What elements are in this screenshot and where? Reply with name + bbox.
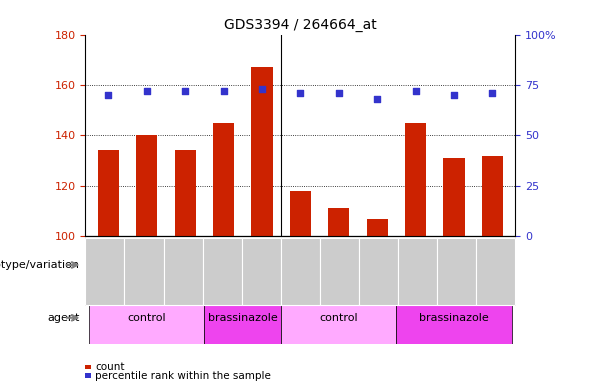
Point <box>219 88 229 94</box>
FancyBboxPatch shape <box>90 292 204 344</box>
Point <box>334 90 343 96</box>
Point <box>372 96 382 102</box>
Bar <box>444 158 465 236</box>
Bar <box>482 156 503 236</box>
Text: arf2 mutant: arf2 mutant <box>152 260 219 270</box>
Text: brassinazole: brassinazole <box>419 313 489 323</box>
Point <box>449 92 459 98</box>
Text: brassinazole: brassinazole <box>208 313 277 323</box>
Text: control: control <box>127 313 166 323</box>
Point <box>411 88 421 94</box>
Bar <box>252 67 273 236</box>
FancyBboxPatch shape <box>281 240 511 290</box>
Title: GDS3394 / 264664_at: GDS3394 / 264664_at <box>224 18 377 32</box>
Point <box>296 90 305 96</box>
FancyBboxPatch shape <box>396 292 511 344</box>
Text: count: count <box>95 362 125 372</box>
Bar <box>290 191 311 236</box>
FancyBboxPatch shape <box>204 292 281 344</box>
Point <box>488 90 497 96</box>
Bar <box>98 151 119 236</box>
FancyBboxPatch shape <box>281 292 396 344</box>
Bar <box>405 123 426 236</box>
Point <box>104 92 113 98</box>
Bar <box>366 218 388 236</box>
FancyBboxPatch shape <box>90 240 281 290</box>
Bar <box>328 209 349 236</box>
Point <box>257 86 267 92</box>
Text: genotype/variation: genotype/variation <box>0 260 80 270</box>
Point <box>180 88 190 94</box>
Bar <box>175 151 196 236</box>
Bar <box>136 136 157 236</box>
Bar <box>213 123 234 236</box>
Text: wild type: wild type <box>371 260 422 270</box>
Text: agent: agent <box>47 313 80 323</box>
Point <box>142 88 151 94</box>
Text: percentile rank within the sample: percentile rank within the sample <box>95 371 272 381</box>
Text: control: control <box>319 313 358 323</box>
